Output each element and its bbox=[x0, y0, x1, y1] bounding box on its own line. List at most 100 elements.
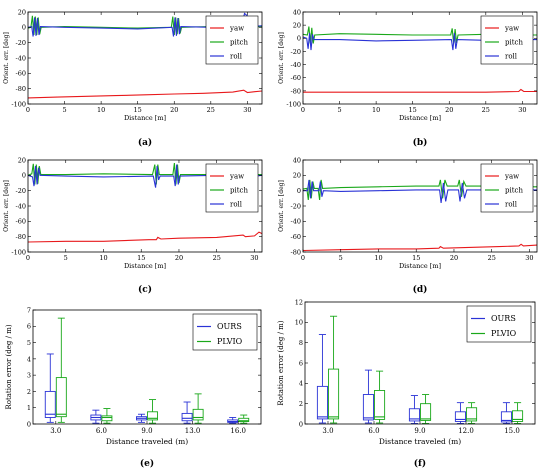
x-tick-label: 25 bbox=[207, 106, 215, 114]
y-axis-label: Orient. err. [deg] bbox=[3, 180, 10, 232]
chart-panel-c: -100 -80 -60 -40 -20 0 20 0 5 10 15 20 25 30 Distance … bbox=[3, 156, 263, 270]
box-ours-16.0 bbox=[227, 417, 239, 424]
x-tick-label: 10 bbox=[372, 106, 380, 114]
y-tick-label: -20 bbox=[291, 48, 301, 56]
y-tick-label: 10 bbox=[295, 319, 303, 327]
x-tick-label: 0 bbox=[26, 254, 30, 262]
legend-box bbox=[466, 305, 532, 343]
x-axis-label: Distance [m] bbox=[399, 114, 441, 122]
y-tick-label: 12 bbox=[295, 298, 303, 306]
legend-label-pitch: pitch bbox=[505, 187, 523, 195]
box-body bbox=[328, 368, 340, 420]
x-axis-label: Distance traveled (m) bbox=[106, 437, 188, 446]
legend-label-plvio: PLVIO bbox=[491, 329, 517, 338]
box-body bbox=[500, 411, 512, 423]
legend-box bbox=[192, 313, 258, 351]
y-tick-label: 20 bbox=[18, 156, 26, 164]
box-body bbox=[238, 417, 250, 423]
box-plvio-6.0 bbox=[374, 370, 386, 424]
y-tick-label: 1 bbox=[27, 404, 31, 412]
x-tick-label: 10 bbox=[99, 254, 107, 262]
y-tick-label: 20 bbox=[293, 172, 301, 180]
box-ours-15.0 bbox=[500, 402, 512, 424]
y-tick-label: 40 bbox=[293, 8, 301, 16]
x-tick-label: 30 bbox=[250, 254, 258, 262]
box-body bbox=[55, 377, 67, 418]
box-ours-13.0 bbox=[181, 401, 193, 424]
x-tick-label: 25 bbox=[482, 106, 490, 114]
y-axis-label: Orient. err. [deg] bbox=[278, 180, 285, 232]
box-ours-6.0 bbox=[362, 369, 374, 424]
box-plvio-3.0 bbox=[55, 317, 67, 423]
series-line-yaw bbox=[27, 231, 263, 243]
panel-caption: (d) bbox=[413, 284, 428, 295]
y-tick-label: -40 bbox=[291, 61, 301, 69]
y-tick-label: -80 bbox=[291, 248, 301, 256]
x-tick-label: 12.0 bbox=[458, 427, 474, 435]
x-tick-label: 30 bbox=[525, 254, 533, 262]
y-tick-label: 0 bbox=[297, 35, 301, 43]
legend: yaw pitch roll bbox=[205, 163, 259, 213]
x-tick-label: 0 bbox=[26, 106, 30, 114]
x-tick-label: 5 bbox=[64, 254, 68, 262]
y-tick-label: -60 bbox=[16, 70, 26, 78]
x-tick-label: 6.0 bbox=[368, 427, 379, 435]
x-tick-label: 5 bbox=[339, 254, 343, 262]
box-plvio-6.0 bbox=[101, 408, 113, 424]
y-tick-label: 7 bbox=[27, 306, 31, 314]
panel-caption: (a) bbox=[138, 137, 152, 148]
panel-caption: (e) bbox=[140, 458, 154, 469]
legend-label-plvio: PLVIO bbox=[217, 337, 243, 346]
box-body bbox=[512, 410, 524, 422]
legend: yaw pitch roll bbox=[480, 163, 534, 213]
box-body bbox=[362, 394, 374, 421]
x-tick-label: 25 bbox=[213, 254, 221, 262]
x-tick-label: 15 bbox=[412, 254, 420, 262]
box-body bbox=[408, 408, 420, 422]
x-tick-label: 13.0 bbox=[185, 427, 201, 435]
x-tick-label: 20 bbox=[450, 254, 458, 262]
y-tick-label: 20 bbox=[293, 22, 301, 30]
legend: OURS PLVIO bbox=[192, 313, 258, 351]
box-body bbox=[420, 403, 432, 421]
y-tick-label: -60 bbox=[291, 233, 301, 241]
chart-panel-d: -80 -60 -40 -20 0 20 40 0 5 10 15 20 25 30 Distance [m… bbox=[278, 156, 538, 270]
y-tick-label: -60 bbox=[291, 74, 301, 82]
box-plvio-3.0 bbox=[328, 315, 340, 424]
legend-label-yaw: yaw bbox=[229, 25, 244, 33]
box-body bbox=[101, 415, 113, 422]
series-line-yaw bbox=[27, 89, 263, 99]
box-ours-12.0 bbox=[454, 402, 466, 424]
box-plvio-16.0 bbox=[238, 414, 250, 424]
series-line-yaw bbox=[303, 88, 537, 93]
series-line-yaw bbox=[302, 243, 538, 252]
y-tick-label: -100 bbox=[286, 100, 301, 108]
x-axis-label: Distance [m] bbox=[399, 262, 441, 270]
y-tick-label: 2 bbox=[299, 400, 303, 408]
y-axis-label: Orient. err. [deg] bbox=[278, 32, 285, 84]
x-tick-label: 5 bbox=[337, 106, 341, 114]
box-ours-3.0 bbox=[316, 334, 328, 424]
box-body bbox=[454, 411, 466, 422]
y-tick-label: 0 bbox=[297, 187, 301, 195]
y-tick-label: 2 bbox=[27, 388, 31, 396]
chart-panel-a: -100 -80 -60 -40 -20 0 20 0 5 10 15 20 25 30 Distance … bbox=[3, 8, 263, 122]
y-axis-label: Rotation error (deg / m) bbox=[5, 324, 13, 409]
x-tick-label: 15 bbox=[409, 106, 417, 114]
chart-panel-b: -100 -80 -60 -40 -20 0 20 40 0 5 10 15 20 25 30 Distanc… bbox=[278, 8, 538, 122]
y-tick-label: 0 bbox=[22, 24, 26, 32]
legend-label-ours: OURS bbox=[217, 322, 242, 331]
plot-frame bbox=[302, 11, 538, 105]
y-tick-label: -100 bbox=[11, 248, 26, 256]
x-tick-label: 3.0 bbox=[50, 427, 61, 435]
x-tick-label: 5 bbox=[62, 106, 66, 114]
box-body bbox=[181, 412, 193, 422]
y-tick-label: 40 bbox=[293, 156, 301, 164]
x-tick-label: 20 bbox=[170, 106, 178, 114]
x-tick-label: 25 bbox=[488, 254, 496, 262]
x-tick-label: 3.0 bbox=[322, 427, 333, 435]
y-tick-label: -40 bbox=[291, 218, 301, 226]
legend-label-yaw: yaw bbox=[504, 173, 519, 181]
y-tick-label: -60 bbox=[16, 218, 26, 226]
